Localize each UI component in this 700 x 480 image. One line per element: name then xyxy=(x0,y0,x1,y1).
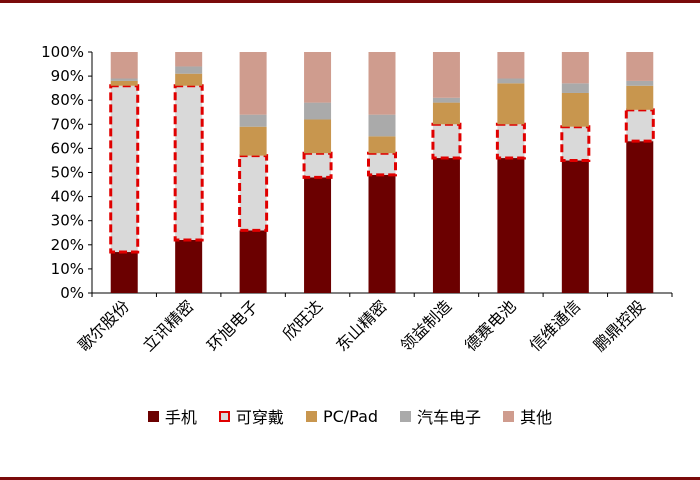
bar-segment-2-4 xyxy=(302,151,333,179)
bar-segment-1-3 xyxy=(239,230,267,293)
bar-segment-4-9 xyxy=(626,80,654,86)
bar-segment-3-8 xyxy=(561,92,589,127)
x-category-label: 信维通信 xyxy=(525,296,584,355)
x-category-label: 歌尔股份 xyxy=(74,296,133,355)
x-category-label: 德赛电池 xyxy=(461,296,520,355)
bar-segment-1-5 xyxy=(368,174,396,293)
legend-swatch xyxy=(400,410,412,422)
y-tick-label: 70% xyxy=(51,115,84,133)
bar-segment-5-4 xyxy=(304,52,332,103)
bar-segment-4-7 xyxy=(497,78,525,84)
bar-segment-2-2 xyxy=(173,84,204,242)
bar-segment-1-7 xyxy=(497,158,525,293)
y-tick-label: 40% xyxy=(51,188,84,206)
bar-segment-3-7 xyxy=(497,83,525,125)
y-tick-label: 50% xyxy=(51,164,84,182)
bar-segment-3-6 xyxy=(432,102,460,125)
bar-segment-2-3 xyxy=(238,154,269,232)
y-tick-label: 30% xyxy=(51,212,84,230)
legend-label: 其他 xyxy=(520,408,553,427)
legend-item-4: 汽车电子 xyxy=(400,404,481,428)
y-tick-label: 0% xyxy=(60,284,84,302)
legend-item-3: PC/Pad xyxy=(305,406,379,426)
bar-segment-1-2 xyxy=(175,239,203,293)
bar-segment-3-9 xyxy=(626,85,654,110)
bar-segment-5-7 xyxy=(497,52,525,79)
bar-segment-1-1 xyxy=(110,252,138,293)
legend-item-5: 其他 xyxy=(503,404,552,428)
legend-label: 汽车电子 xyxy=(417,408,482,427)
chart-bars xyxy=(109,52,655,293)
bar-segment-2-6 xyxy=(431,122,462,160)
bar-segment-3-2 xyxy=(175,73,203,86)
legend-item-2: 可穿戴 xyxy=(218,404,284,428)
y-tick-label: 20% xyxy=(51,236,84,254)
bar-segment-4-8 xyxy=(561,83,589,93)
bar-segment-5-6 xyxy=(432,52,460,98)
bar-segment-4-6 xyxy=(432,97,460,103)
y-tick-label: 10% xyxy=(51,260,84,278)
x-category-label: 东山精密 xyxy=(332,296,391,355)
bar-segment-1-8 xyxy=(561,160,589,293)
bar-segment-3-1 xyxy=(110,80,138,86)
bar-segment-2-7 xyxy=(495,122,526,160)
bar-segment-3-4 xyxy=(304,119,332,154)
bar-segment-4-4 xyxy=(304,102,332,120)
x-category-label: 立讯精密 xyxy=(139,296,198,355)
legend-label: 手机 xyxy=(164,408,197,427)
x-category-label: 鹏鼎控股 xyxy=(590,296,649,355)
bar-segment-5-2 xyxy=(175,52,203,67)
y-tick-label: 90% xyxy=(51,67,84,85)
bar-segment-2-1 xyxy=(109,84,140,254)
bar-segment-3-5 xyxy=(368,136,396,154)
bar-segment-5-3 xyxy=(239,52,267,115)
legend-label: 可穿戴 xyxy=(235,408,284,427)
top-rule xyxy=(0,0,700,3)
legend-label: PC/Pad xyxy=(322,406,379,426)
bar-segment-2-8 xyxy=(560,125,591,162)
legend-swatch xyxy=(503,410,515,422)
y-tick-label: 80% xyxy=(51,91,84,109)
bar-segment-4-3 xyxy=(239,114,267,127)
bar-segment-4-2 xyxy=(175,66,203,74)
y-tick-label: 60% xyxy=(51,139,84,157)
legend-swatch xyxy=(218,410,230,422)
bar-segment-2-9 xyxy=(624,108,655,143)
x-category-label: 环旭电子 xyxy=(203,296,262,355)
stacked-bar-chart: 0% 10% 20% 30% 40% 50% 60% 70% 80% 90% 100% 歌尔股份 立讯精… xyxy=(41,43,673,355)
x-category-label: 领益制造 xyxy=(397,296,456,355)
bar-segment-5-8 xyxy=(561,52,589,84)
bar-segment-1-9 xyxy=(626,141,654,293)
bar-segment-4-1 xyxy=(110,78,138,81)
bar-segment-2-5 xyxy=(367,151,397,177)
legend-swatch xyxy=(305,410,317,422)
legend-item-1: 手机 xyxy=(147,404,197,428)
bar-segment-3-3 xyxy=(239,126,267,156)
y-tick-label: 100% xyxy=(41,43,84,61)
legend-swatch xyxy=(147,410,159,422)
bar-segment-5-9 xyxy=(626,52,654,81)
bar-segment-1-6 xyxy=(432,158,460,293)
bar-segment-4-5 xyxy=(368,114,396,137)
bottom-rule xyxy=(0,477,700,480)
chart-legend: 手机 可穿戴 PC/Pad 汽车电子 其他 xyxy=(0,404,700,428)
bar-segment-1-4 xyxy=(304,177,332,293)
bar-segment-5-5 xyxy=(368,52,396,115)
x-category-label: 欣旺达 xyxy=(279,296,326,343)
bar-segment-5-1 xyxy=(110,52,138,79)
